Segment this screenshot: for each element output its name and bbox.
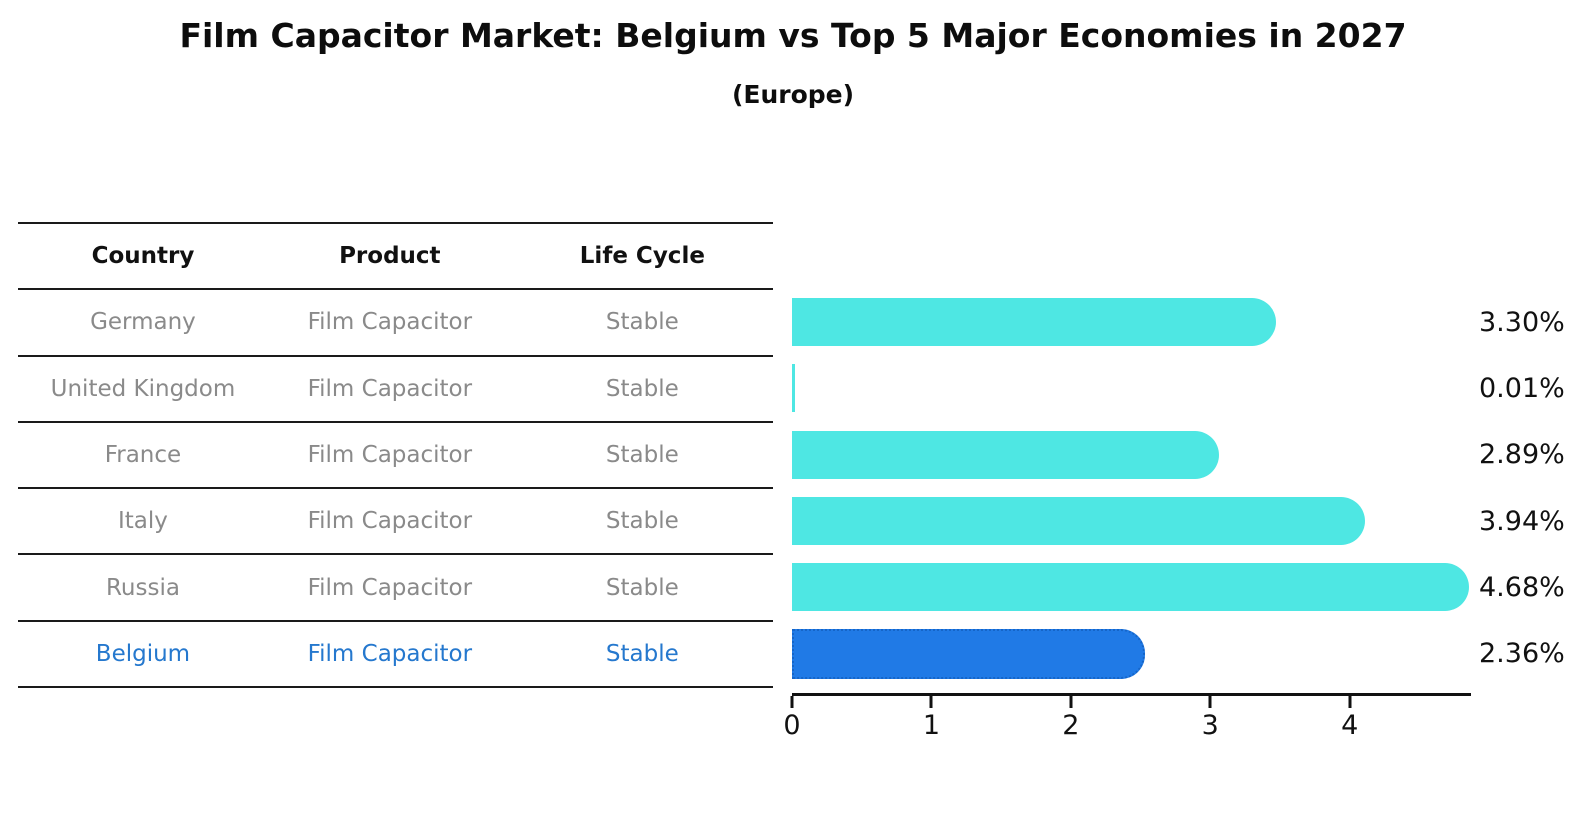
bar-row	[792, 422, 1471, 488]
value-label-germany: 3.30%	[1479, 306, 1565, 338]
table-cell-product: Film Capacitor	[307, 574, 473, 601]
bar-france	[792, 430, 1219, 479]
bar-germany	[792, 298, 1277, 347]
table-cell-country: Italy	[117, 508, 168, 535]
x-axis-tick-label: 4	[1341, 710, 1359, 741]
table-header-product: Product	[339, 243, 441, 270]
table-row-germany: Germany Film Capacitor Stable	[18, 288, 773, 354]
table-row-russia: Russia Film Capacitor Stable	[18, 553, 773, 619]
x-axis-tick-label: 2	[1062, 710, 1080, 741]
bar-united-kingdom	[792, 364, 795, 413]
table-cell-life-cycle: Stable	[605, 441, 679, 468]
table-cell-life-cycle: Stable	[605, 574, 679, 601]
bar-belgium	[792, 628, 1146, 679]
value-label-belgium: 2.36%	[1479, 638, 1565, 670]
country-table: Country Product Life Cycle Germany Film …	[18, 222, 773, 688]
table-cell-life-cycle: Stable	[605, 309, 679, 336]
table-cell-life-cycle: Stable	[605, 375, 679, 402]
x-axis-tick	[790, 696, 794, 708]
x-axis-tick-label: 3	[1201, 710, 1219, 741]
table-row-france: France Film Capacitor Stable	[18, 420, 773, 487]
x-axis-tick-label: 0	[783, 710, 801, 741]
table-cell-product: Film Capacitor	[307, 375, 473, 402]
x-axis-tick-label: 1	[922, 710, 941, 741]
value-label-united-kingdom: 0.01%	[1479, 372, 1565, 404]
chart-subtitle: (Europe)	[731, 80, 855, 109]
table-cell-country: United Kingdom	[50, 375, 236, 402]
chart-title: Film Capacitor Market: Belgium vs Top 5 …	[179, 16, 1407, 55]
bar-row	[792, 289, 1471, 355]
bar-value-labels: 3.30% 0.01% 2.89% 3.94% 4.68% 2.36%	[1479, 289, 1579, 687]
table-row-belgium: Belgium Film Capacitor Stable	[18, 619, 773, 688]
value-label-france: 2.89%	[1479, 439, 1565, 471]
x-axis-tick	[1348, 696, 1352, 708]
table-header-country: Country	[91, 243, 195, 270]
table-cell-product: Film Capacitor	[307, 309, 473, 336]
x-axis-tick	[1208, 696, 1212, 708]
table-cell-product: Film Capacitor	[307, 441, 473, 468]
table-cell-life-cycle: Stable	[605, 508, 679, 535]
bar-row	[792, 621, 1471, 687]
table-cell-country: Germany	[90, 309, 196, 336]
value-label-russia: 4.68%	[1479, 571, 1565, 603]
x-axis-tick	[929, 696, 933, 708]
table-header-life-cycle: Life Cycle	[579, 243, 705, 270]
table-cell-country: France	[104, 441, 182, 468]
x-axis-tick	[1069, 696, 1073, 708]
x-axis-line: 0 1 2 3 4	[783, 693, 1471, 741]
bar-row	[792, 554, 1471, 620]
table-row-united-kingdom: United Kingdom Film Capacitor Stable	[18, 354, 773, 421]
table-cell-product: Film Capacitor	[307, 508, 473, 535]
table-cell-life-cycle: Stable	[605, 640, 679, 667]
value-label-italy: 3.94%	[1479, 505, 1565, 537]
bar-italy	[792, 497, 1366, 546]
table-cell-product: Film Capacitor	[307, 640, 473, 667]
bar-row	[792, 488, 1471, 554]
bar-plot-area	[792, 289, 1471, 687]
table-cell-country: Russia	[105, 574, 180, 601]
table-header-row: Country Product Life Cycle	[18, 222, 773, 288]
table-row-italy: Italy Film Capacitor Stable	[18, 487, 773, 553]
bar-russia	[792, 563, 1469, 612]
bar-row	[792, 355, 1471, 421]
table-cell-country: Belgium	[95, 640, 191, 667]
